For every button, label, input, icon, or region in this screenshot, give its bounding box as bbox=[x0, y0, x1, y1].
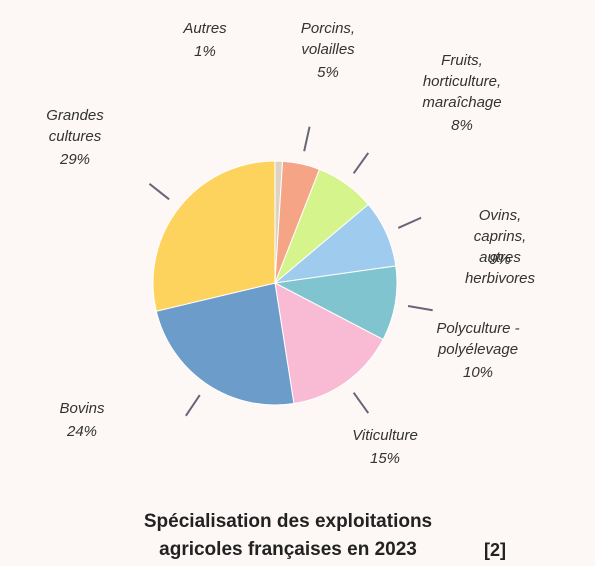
reference: [2] bbox=[484, 540, 506, 561]
value-label: 15% bbox=[370, 448, 400, 469]
chart-title: Spécialisation des exploitations agricol… bbox=[78, 508, 498, 564]
leader-line bbox=[354, 153, 369, 173]
slice-label: Viticulture bbox=[352, 425, 418, 446]
slice-label: Polyculture - polyélevage bbox=[436, 318, 519, 360]
leader-line bbox=[186, 395, 200, 416]
leader-line bbox=[304, 127, 309, 151]
value-label: 8% bbox=[451, 115, 473, 136]
value-label: 10% bbox=[463, 362, 493, 383]
slice-label: Grandes cultures bbox=[46, 105, 104, 147]
slice-label: Bovins bbox=[59, 398, 104, 419]
page: Spécialisation des exploitations agricol… bbox=[0, 0, 595, 566]
leader-line bbox=[398, 218, 421, 228]
leader-line bbox=[149, 184, 169, 200]
value-label: 24% bbox=[67, 421, 97, 442]
slice-label: Ovins, caprins, autres herbivores bbox=[453, 205, 548, 289]
slice-label: Porcins, volailles bbox=[301, 18, 355, 60]
slice-label: Autres bbox=[183, 18, 226, 39]
slice-label: Fruits, horticulture, maraîchage bbox=[422, 50, 501, 113]
leader-line bbox=[408, 306, 433, 310]
leader-line bbox=[354, 393, 369, 413]
value-label: 29% bbox=[60, 149, 90, 170]
value-label: 5% bbox=[317, 62, 339, 83]
value-label: 1% bbox=[194, 41, 216, 62]
value-label: 9% bbox=[489, 249, 511, 270]
